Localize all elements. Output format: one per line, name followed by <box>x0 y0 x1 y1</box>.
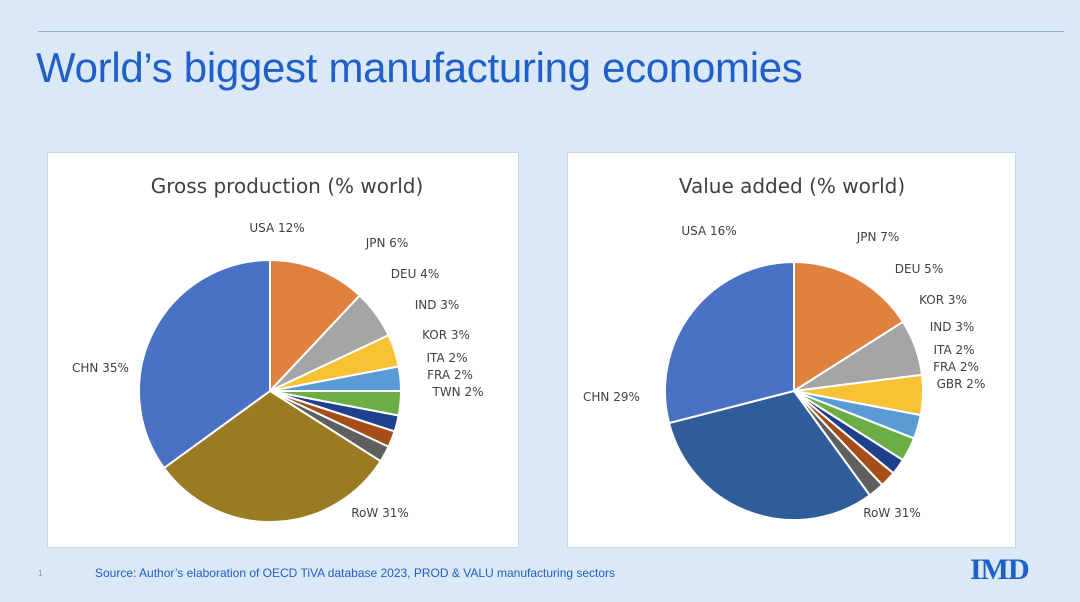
pie-slice-chn <box>138 258 271 470</box>
pie-slice-chn <box>664 260 795 425</box>
imd-logo: IMD <box>970 553 1030 586</box>
chart-title: Gross production (% world) <box>151 174 424 198</box>
gross-production-pie-chart: Gross production (% world) USA 12% JPN 6%… <box>72 174 484 523</box>
slice-label-chn: CHN 29% <box>583 390 640 404</box>
page-number: 1 <box>38 569 43 578</box>
header-rule <box>38 31 1064 32</box>
slice-label-twn: TWN 2% <box>431 385 483 399</box>
slice-label-ind: IND 3% <box>930 320 975 334</box>
pie-slice-row <box>667 389 872 521</box>
slice-label-deu: DEU 5% <box>895 262 943 276</box>
slice-label-row: RoW 31% <box>351 506 409 520</box>
slide-title: World’s biggest manufacturing economies <box>36 44 803 91</box>
slice-label-kor: KOR 3% <box>422 328 470 342</box>
chart-title: Value added (% world) <box>679 174 905 198</box>
slice-label-jpn: JPN 6% <box>365 236 409 250</box>
gross-production-panel: Gross production (% world) USA 12% JPN 6%… <box>47 152 519 548</box>
slice-label-chn: CHN 35% <box>72 361 129 375</box>
value-added-panel: Value added (% world) USA 16% JPN 7% DEU 5… <box>567 152 1016 548</box>
slice-label-gbr: GBR 2% <box>937 377 986 391</box>
slice-label-usa: USA 16% <box>681 224 736 238</box>
slice-label-ita: ITA 2% <box>934 343 975 357</box>
slice-label-deu: DEU 4% <box>391 267 439 281</box>
slice-label-jpn: JPN 7% <box>856 230 900 244</box>
pie-slice-usa <box>269 258 362 394</box>
source-note: Source: Author’s elaboration of OECD TiV… <box>95 566 616 580</box>
value-added-pie-chart: Value added (% world) USA 16% JPN 7% DEU 5… <box>583 174 986 521</box>
slice-label-ita: ITA 2% <box>427 351 468 365</box>
slice-label-kor: KOR 3% <box>919 293 967 307</box>
slice-label-fra: FRA 2% <box>427 368 473 382</box>
slice-label-ind: IND 3% <box>415 298 460 312</box>
pie-slice-row <box>162 389 382 523</box>
slice-label-usa: USA 12% <box>249 221 304 235</box>
slice-label-row: RoW 31% <box>863 506 921 520</box>
slice-label-fra: FRA 2% <box>933 360 979 374</box>
pie-slice-usa <box>793 260 905 393</box>
